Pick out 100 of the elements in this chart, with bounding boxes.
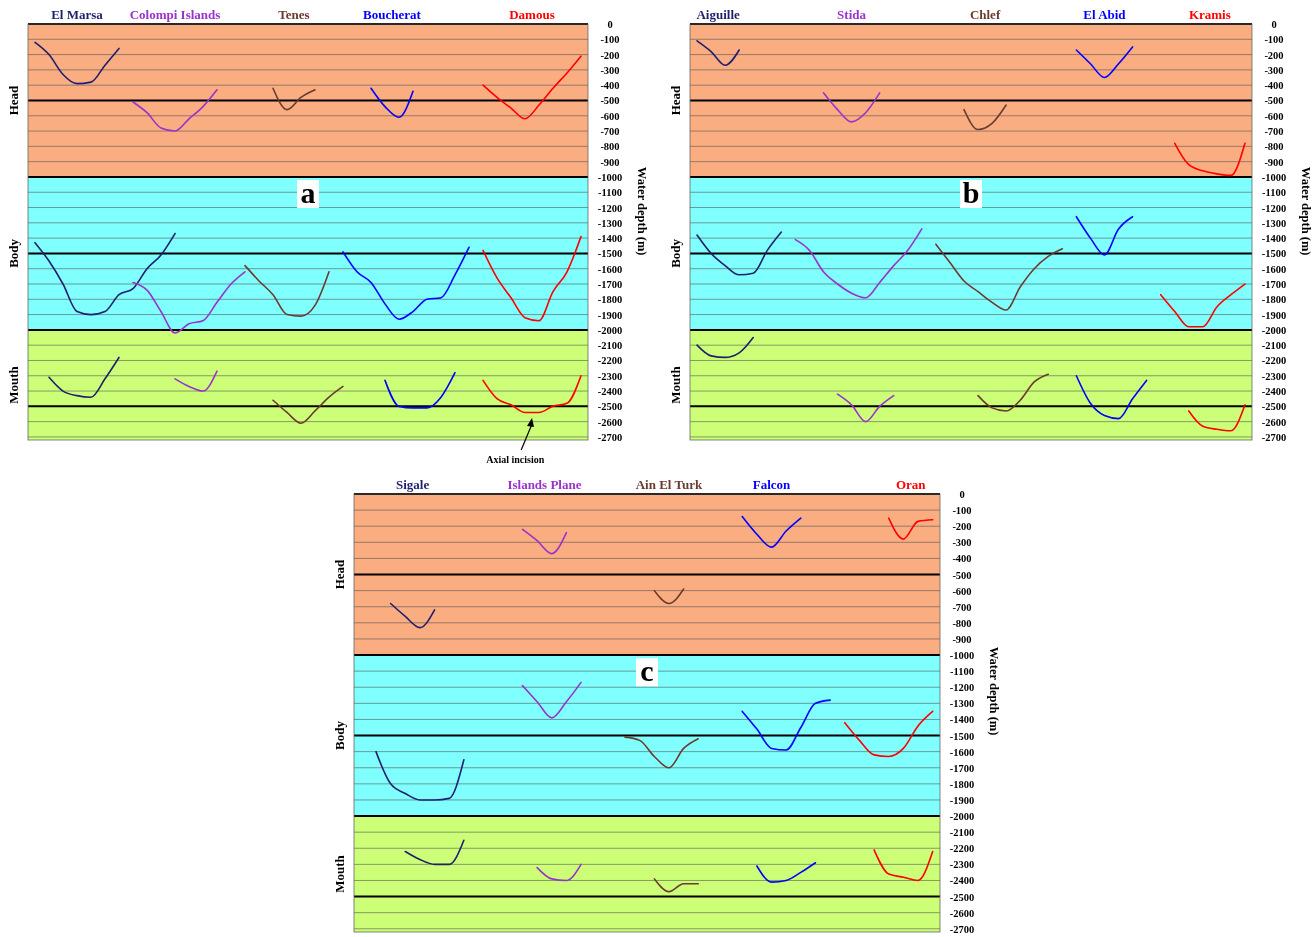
- line-series: [34, 232, 176, 316]
- y-axis-title: Water depth (m): [635, 166, 649, 256]
- series-label: El Abid: [1083, 7, 1127, 22]
- y-tick-label: -1500: [949, 730, 975, 742]
- y-tick-label: -700: [952, 601, 972, 613]
- line-series: [370, 87, 414, 119]
- y-tick-label: -1100: [950, 666, 974, 678]
- band-label: Body: [668, 238, 683, 268]
- y-tick-label: -1600: [597, 263, 623, 275]
- band-label: Mouth: [332, 854, 347, 893]
- line-series: [696, 231, 783, 276]
- band-label: Body: [6, 238, 21, 268]
- text: Oran: [895, 477, 927, 492]
- y-tick-label: -2500: [597, 401, 623, 413]
- y-tick-label: -1400: [1261, 233, 1287, 245]
- y-tick-label: -1800: [1261, 294, 1287, 306]
- y-tick-label: -2000: [597, 324, 623, 336]
- y-tick-label: -300: [952, 537, 972, 549]
- line-series: [756, 861, 817, 883]
- line-series: [794, 228, 923, 299]
- y-tick-label: -200: [1264, 49, 1284, 61]
- y-axis-title: Water depth (m): [987, 646, 1001, 736]
- text: Axial incision: [486, 454, 545, 465]
- y-tick-label: -1700: [949, 762, 975, 774]
- y-tick-label: -1700: [1261, 279, 1287, 290]
- y-tick-label: -1000: [597, 171, 623, 183]
- text: c: [640, 654, 654, 688]
- y-tick-label: -2200: [1261, 355, 1287, 367]
- line-series: [384, 371, 456, 409]
- line-series: [482, 235, 582, 322]
- line-series: [375, 750, 465, 801]
- line-series: [873, 849, 934, 882]
- text: Kramis: [1188, 7, 1231, 22]
- line-series: [482, 55, 582, 120]
- y-tick-label: -2400: [597, 386, 623, 398]
- y-tick-label: -900: [952, 633, 972, 645]
- line-series: [132, 88, 218, 132]
- y-tick-label: -800: [600, 141, 620, 153]
- y-tick-label: -1100: [598, 187, 622, 199]
- text: Chlef: [969, 7, 1001, 22]
- line-series: [1075, 374, 1148, 420]
- y-tick-label: -2300: [1261, 370, 1287, 382]
- text: Stida: [837, 7, 867, 22]
- y-tick-label: -900: [600, 156, 620, 168]
- y-tick-label: -1400: [949, 714, 975, 726]
- line-series: [272, 385, 344, 424]
- y-tick-label: -600: [600, 110, 620, 122]
- band-label: Head: [6, 84, 21, 116]
- text: Islands Plane: [507, 477, 582, 492]
- band-label: Body: [332, 720, 347, 750]
- y-axis-title: Water depth (m): [1299, 166, 1313, 256]
- line-series: [1173, 142, 1246, 177]
- y-tick-label: -1300: [949, 698, 975, 710]
- y-tick-label: -2600: [597, 416, 623, 428]
- line-series: [174, 370, 218, 392]
- band-label: Head: [332, 558, 347, 590]
- y-tick-label: -2600: [949, 907, 975, 919]
- y-tick-label: 0: [959, 489, 965, 500]
- y-tick-label: -1600: [1261, 263, 1287, 275]
- y-tick-label: -2200: [597, 355, 623, 367]
- y-tick-label: -1700: [597, 279, 623, 290]
- y-tick-label: -500: [600, 95, 620, 107]
- line-series: [696, 40, 740, 67]
- y-tick-label: -100: [952, 505, 972, 517]
- line-series: [977, 373, 1050, 412]
- y-tick-label: -2300: [949, 859, 975, 871]
- y-tick-label: -1900: [1261, 309, 1287, 321]
- text: a: [300, 176, 316, 209]
- text: Tenes: [278, 7, 310, 22]
- text: Colompi Islands: [129, 7, 221, 22]
- y-tick-label: -400: [952, 553, 972, 565]
- y-tick-label: -2700: [1261, 431, 1287, 443]
- line-series: [624, 736, 700, 769]
- y-tick-label: -2400: [1261, 386, 1287, 398]
- y-tick-label: -1900: [949, 794, 975, 806]
- y-tick-label: -700: [1264, 126, 1284, 138]
- y-tick-label: -100: [600, 34, 620, 46]
- y-tick-label: -2700: [597, 431, 623, 443]
- line-series: [48, 356, 120, 398]
- line-series: [244, 264, 330, 317]
- line-series: [696, 336, 755, 359]
- y-tick-label: -1800: [949, 778, 975, 790]
- y-tick-label: -300: [600, 64, 620, 76]
- line-series: [843, 710, 934, 758]
- y-tick-label: -100: [1264, 34, 1284, 46]
- band-label: Mouth: [6, 365, 21, 404]
- line-series: [34, 41, 120, 85]
- y-tick-label: -700: [600, 126, 620, 138]
- y-tick-label: -1200: [1261, 202, 1287, 214]
- line-series: [887, 517, 934, 540]
- line-series: [272, 87, 316, 111]
- line-series: [389, 602, 436, 629]
- band-label: Mouth: [668, 365, 683, 404]
- y-tick-label: -400: [1264, 80, 1284, 92]
- y-tick-label: -2600: [1261, 416, 1287, 428]
- y-tick-label: -2500: [949, 891, 975, 903]
- line-series: [404, 839, 465, 866]
- y-tick-label: -1300: [597, 217, 623, 229]
- y-tick-label: -1200: [597, 202, 623, 214]
- line-series: [822, 92, 881, 123]
